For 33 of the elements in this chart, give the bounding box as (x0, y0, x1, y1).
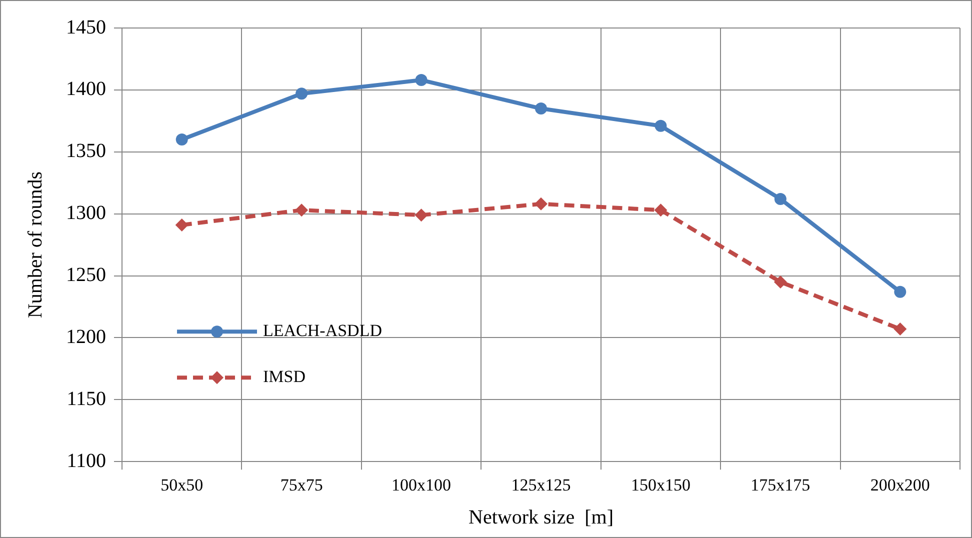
point (415, 74, 428, 86)
point (774, 192, 786, 205)
y-tick-label: 1250 (66, 264, 106, 286)
point (176, 133, 188, 146)
y-axis-title: Number of rounds (24, 171, 46, 318)
point (296, 88, 308, 100)
x-tick-label: 75x75 (280, 475, 323, 494)
point (654, 204, 668, 217)
point (654, 120, 667, 132)
y-tick-label: 1300 (66, 202, 106, 224)
point (414, 208, 428, 222)
y-tick-label: 1150 (66, 388, 106, 410)
point (534, 197, 548, 210)
legend-label: LEACH-ASDLD (263, 321, 382, 340)
x-tick-label: 200x200 (870, 475, 930, 494)
x-tick-label: 50x50 (160, 475, 204, 494)
point (295, 204, 308, 217)
x-tick-label: 175x175 (750, 475, 810, 494)
x-tick-label: 150x150 (630, 475, 690, 494)
point (774, 275, 787, 288)
x-tick-label: 125x125 (511, 475, 571, 494)
y-tick-label: 1200 (66, 326, 106, 348)
point (535, 102, 547, 115)
y-tick-label: 1350 (66, 140, 106, 162)
x-axis-title: Network size [m] (468, 506, 614, 528)
point (175, 218, 188, 232)
y-tick-label: 1450 (66, 16, 106, 38)
x-tick-label: 100x100 (392, 475, 452, 494)
y-tick-label: 1100 (66, 450, 106, 472)
legend-label: IMSD (263, 367, 306, 386)
point (894, 322, 907, 336)
point (894, 286, 906, 298)
y-tick-label: 1400 (66, 78, 106, 100)
